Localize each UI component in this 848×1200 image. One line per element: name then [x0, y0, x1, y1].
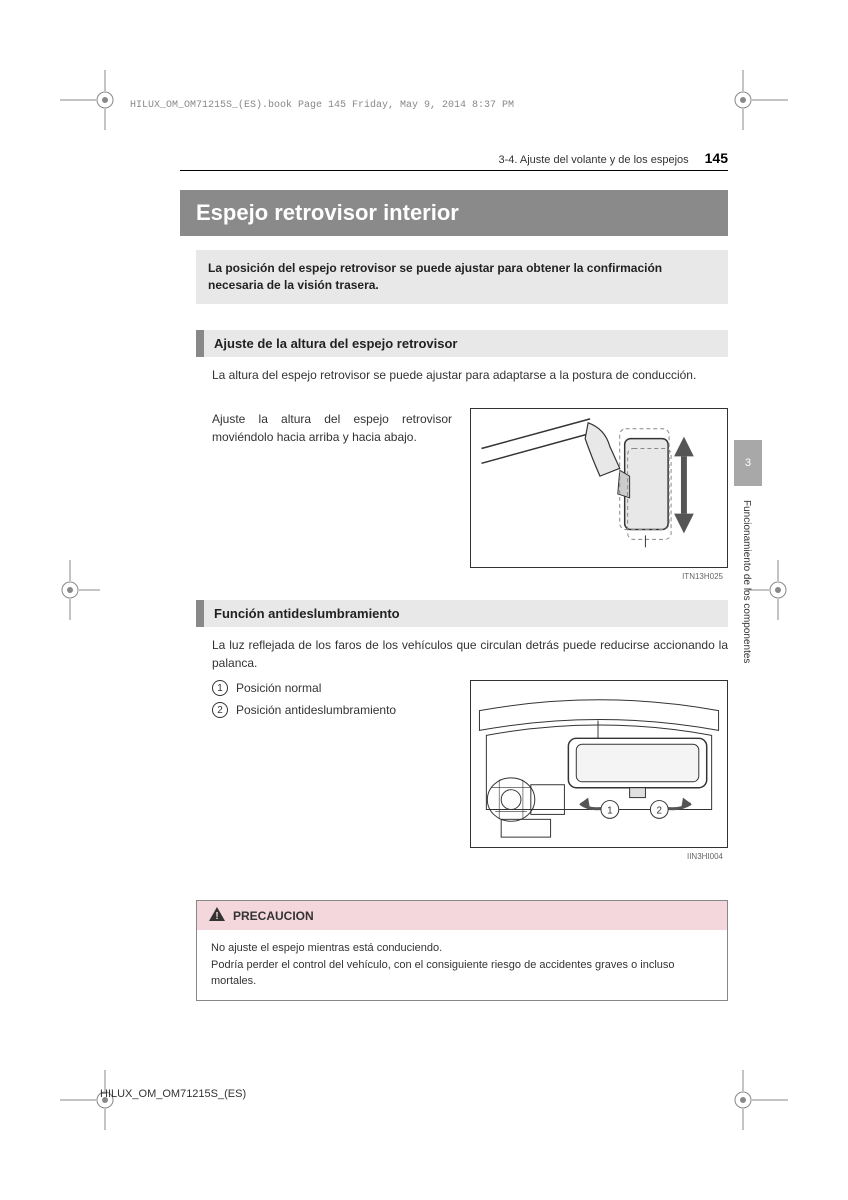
- svg-text:1: 1: [607, 805, 613, 816]
- figure2-caption: IIN3HI004: [687, 852, 723, 861]
- list-item-antiglare: 2 Posición antideslumbramiento: [212, 702, 396, 718]
- caution-body: No ajuste el espejo mientras está conduc…: [197, 930, 727, 1000]
- list-item-normal: 1 Posición normal: [212, 680, 396, 696]
- item-label: Posición normal: [236, 681, 321, 695]
- crop-mark-top-left: [60, 70, 120, 130]
- figure1-caption: ITN13H025: [682, 572, 723, 581]
- caution-line1: No ajuste el espejo mientras está conduc…: [211, 940, 713, 957]
- crop-mark-mid-right: [748, 560, 808, 620]
- chapter-tab: 3: [734, 440, 762, 486]
- crop-mark-bottom-left: [60, 1070, 120, 1130]
- item-label: Posición antideslumbramiento: [236, 703, 396, 717]
- document-footer: HILUX_OM_OM71215S_(ES): [100, 1088, 246, 1100]
- page-header: 3-4. Ajuste del volante y de los espejos…: [180, 150, 728, 171]
- page-title: Espejo retrovisor interior: [180, 190, 728, 236]
- figure-mirror-antiglare: 1 2 IIN3HI004: [470, 680, 728, 848]
- crop-mark-top-right: [728, 70, 788, 130]
- caution-line2: Podría perder el control del vehículo, c…: [211, 957, 713, 990]
- intro-summary: La posición del espejo retrovisor se pue…: [196, 250, 728, 304]
- chapter-side-label: Funcionamiento de los componentes: [741, 500, 752, 740]
- section1-paragraph2: Ajuste la altura del espejo retrovisor m…: [212, 410, 452, 446]
- caution-box: ! PRECAUCION No ajuste el espejo mientra…: [196, 900, 728, 1001]
- caution-header: ! PRECAUCION: [197, 901, 727, 930]
- document-header-meta: HILUX_OM_OM71215S_(ES).book Page 145 Fri…: [130, 100, 514, 111]
- crop-mark-mid-left: [40, 560, 100, 620]
- crop-mark-bottom-right: [728, 1070, 788, 1130]
- section2-paragraph1: La luz reflejada de los faros de los veh…: [212, 636, 728, 672]
- position-list: 1 Posición normal 2 Posición antideslumb…: [212, 680, 396, 724]
- svg-text:2: 2: [657, 805, 663, 816]
- section-heading-height: Ajuste de la altura del espejo retroviso…: [196, 330, 728, 357]
- item-number-icon: 1: [212, 680, 228, 696]
- page-number: 145: [705, 150, 728, 166]
- warning-icon: !: [209, 907, 225, 924]
- caution-title: PRECAUCION: [233, 909, 314, 923]
- figure-mirror-height: ITN13H025: [470, 408, 728, 568]
- section-reference: 3-4. Ajuste del volante y de los espejos: [498, 154, 688, 166]
- svg-text:!: !: [215, 911, 218, 921]
- item-number-icon: 2: [212, 702, 228, 718]
- section1-paragraph1: La altura del espejo retrovisor se puede…: [212, 366, 728, 384]
- section-heading-antiglare: Función antideslumbramiento: [196, 600, 728, 627]
